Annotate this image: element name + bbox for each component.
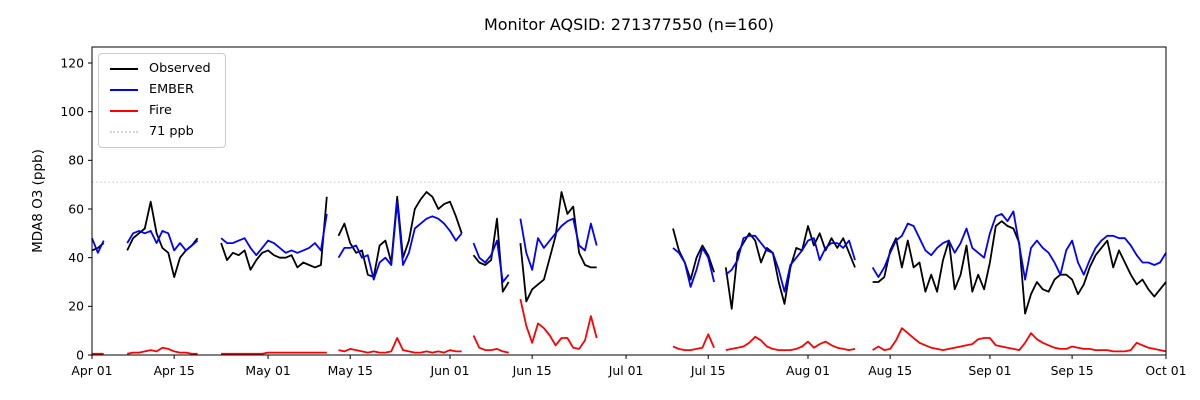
legend-label: Observed (149, 61, 211, 76)
x-tick-label: May 01 (245, 363, 290, 378)
y-tick-label: 0 (76, 347, 84, 362)
x-tick-label: Sep 15 (1051, 363, 1094, 378)
x-tick-label: Jun 01 (429, 363, 469, 378)
ember-line (91, 200, 1167, 293)
x-tick-label: Aug 15 (868, 363, 912, 378)
legend-line-swatch (110, 110, 138, 113)
legend: Observed EMBER Fire 71 ppb (98, 53, 226, 149)
y-tick-label: 80 (68, 153, 84, 168)
y-tick-label: 40 (68, 250, 84, 265)
legend-item-71-ppb: 71 ppb (110, 125, 211, 139)
legend-label: 71 ppb (149, 124, 194, 140)
legend-label: Fire (149, 103, 172, 119)
legend-line-swatch (110, 131, 138, 134)
fire-line (92, 298, 1167, 355)
y-tick-label: 120 (60, 55, 84, 70)
x-tick-label: Sep 01 (968, 363, 1011, 378)
x-tick-label: Oct 01 (1145, 363, 1186, 378)
chart-title: Monitor AQSID: 271377550 (n=160) (483, 15, 775, 34)
x-tick-label: Jul 01 (608, 363, 644, 378)
x-tick-label: Jun 15 (512, 363, 552, 378)
observed-line (91, 191, 1167, 315)
x-tick-label: Apr 15 (154, 363, 195, 378)
legend-label: EMBER (149, 82, 194, 98)
plot-frame (91, 46, 1167, 356)
legend-item-fire: Fire (110, 104, 211, 118)
legend-line-swatch (110, 89, 138, 92)
x-tick-label: May 15 (328, 363, 373, 378)
legend-item-ember: EMBER (110, 82, 211, 98)
y-tick-label: 100 (60, 104, 84, 119)
y-axis-label: MDA8 O3 (ppb) (30, 149, 46, 253)
legend-item-observed: Observed (110, 61, 211, 76)
x-tick-label: Jul 15 (690, 363, 726, 378)
x-tick-label: Apr 01 (71, 363, 112, 378)
y-tick-label: 20 (68, 299, 84, 314)
legend-line-swatch (110, 68, 138, 71)
y-tick-label: 60 (68, 201, 84, 216)
x-tick-label: Aug 01 (786, 363, 830, 378)
